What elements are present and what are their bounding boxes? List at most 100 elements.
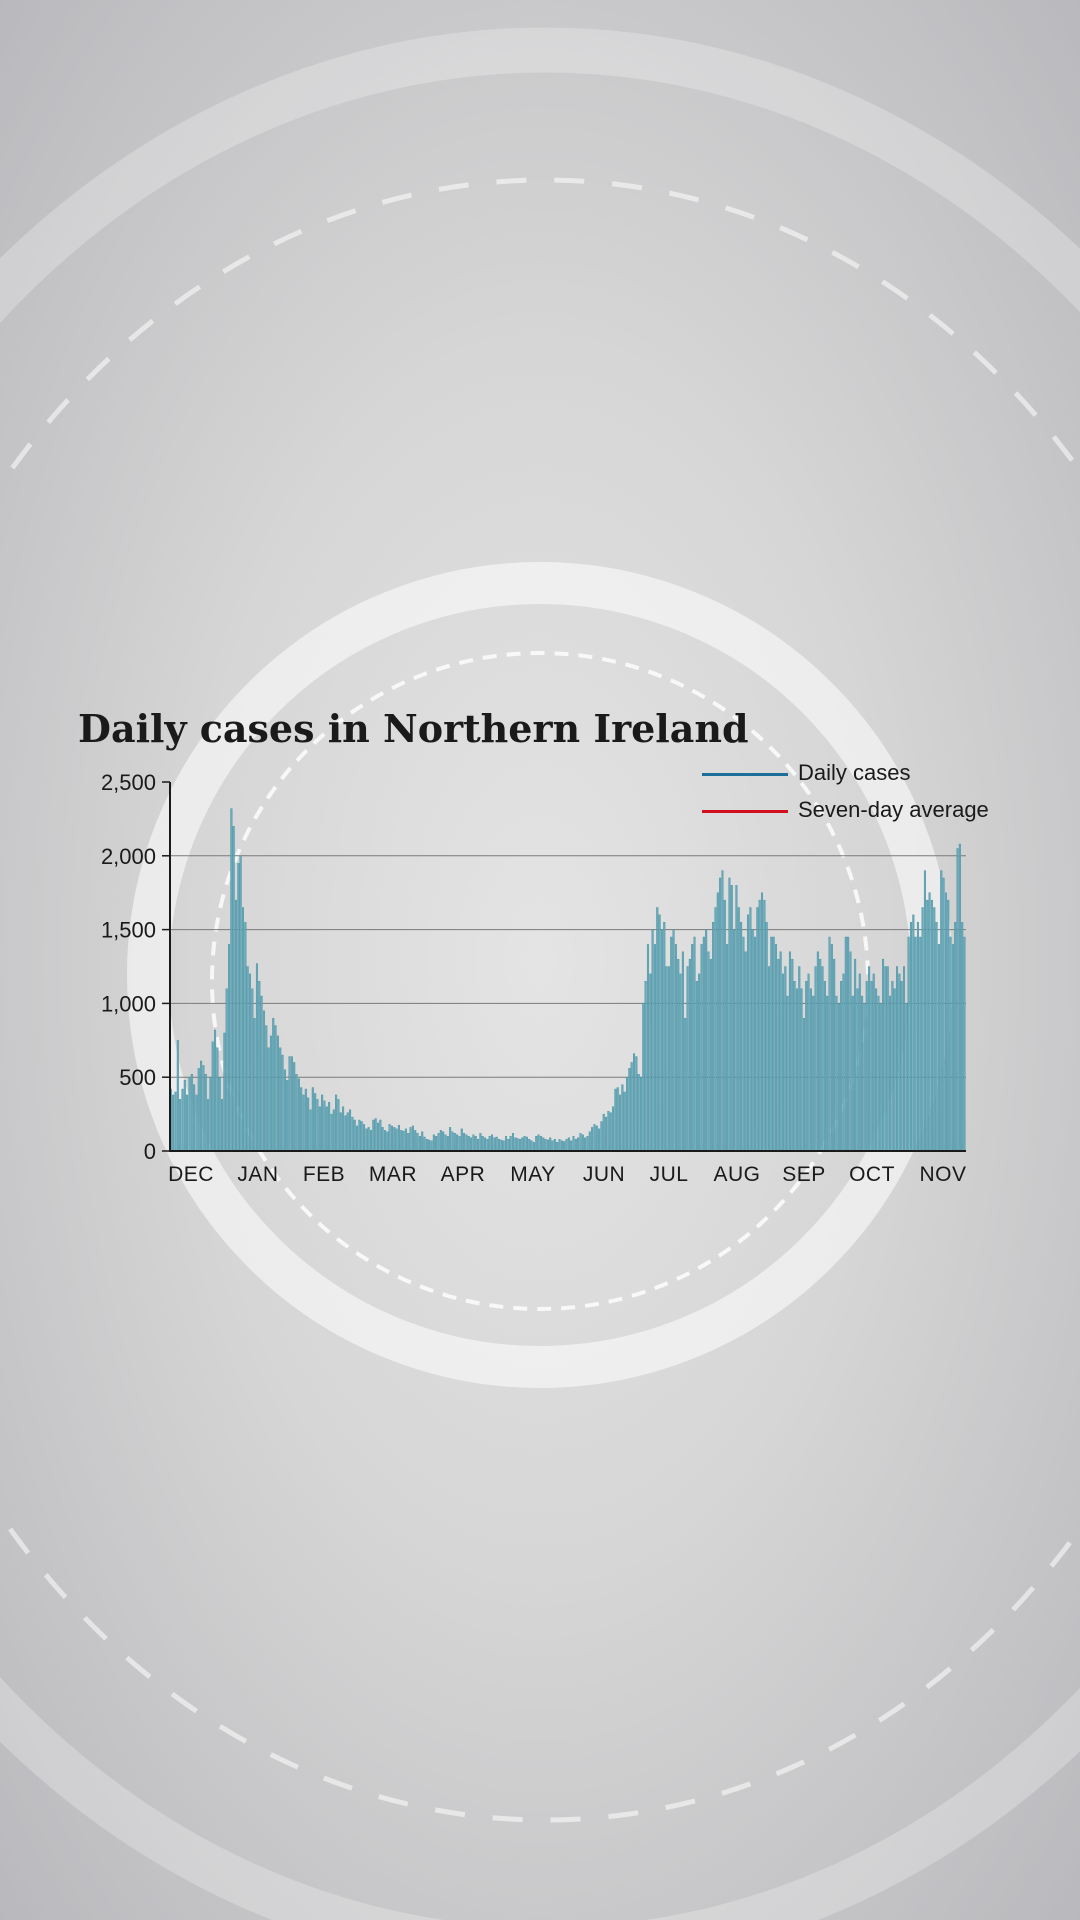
- bar: [779, 951, 782, 1152]
- bar: [481, 1136, 484, 1152]
- bar: [628, 1068, 631, 1152]
- bar: [919, 936, 922, 1152]
- bar: [311, 1087, 314, 1152]
- bar: [607, 1110, 610, 1152]
- bar: [421, 1131, 424, 1152]
- bar: [528, 1139, 531, 1152]
- bar: [514, 1137, 517, 1152]
- bar: [593, 1124, 596, 1152]
- bar: [221, 1099, 224, 1152]
- bar: [174, 1091, 177, 1152]
- bar: [646, 944, 649, 1152]
- bar: [553, 1139, 556, 1152]
- bar: [323, 1100, 326, 1152]
- bar: [896, 966, 899, 1152]
- bar: [428, 1139, 431, 1152]
- bar: [584, 1137, 587, 1152]
- bar: [239, 855, 242, 1152]
- bar: [691, 944, 694, 1152]
- bar: [663, 922, 666, 1152]
- bar: [365, 1128, 368, 1152]
- bar: [944, 892, 947, 1152]
- bar: [546, 1139, 549, 1152]
- bar: [237, 863, 240, 1152]
- bar: [295, 1074, 298, 1152]
- bar: [367, 1127, 370, 1152]
- y-tick-label: 2,500: [101, 770, 156, 795]
- bar: [784, 966, 787, 1152]
- bar: [258, 981, 261, 1152]
- bar: [761, 892, 764, 1152]
- bar: [449, 1127, 452, 1152]
- bar: [386, 1131, 389, 1152]
- bar: [667, 966, 670, 1152]
- y-tick-label: 1,500: [101, 918, 156, 943]
- bar: [898, 973, 901, 1152]
- bar: [770, 936, 773, 1152]
- bar: [188, 1077, 191, 1152]
- bar: [816, 951, 819, 1152]
- bar: [339, 1112, 342, 1152]
- bar: [397, 1124, 400, 1152]
- bar: [388, 1124, 391, 1152]
- bar: [342, 1106, 345, 1152]
- bar: [393, 1127, 396, 1152]
- axes: [162, 781, 966, 1152]
- bar: [695, 981, 698, 1152]
- bar: [495, 1136, 498, 1152]
- bar: [751, 929, 754, 1152]
- bar: [814, 966, 817, 1152]
- bar: [949, 936, 952, 1152]
- bar: [214, 1029, 217, 1152]
- bar: [207, 1099, 210, 1152]
- bar: [656, 907, 659, 1152]
- bar: [525, 1136, 528, 1152]
- bar: [602, 1113, 605, 1152]
- bar: [572, 1136, 575, 1152]
- bar: [409, 1127, 412, 1152]
- bar: [777, 958, 780, 1152]
- bar: [558, 1139, 561, 1152]
- bar: [325, 1106, 328, 1152]
- bar: [255, 963, 258, 1152]
- bar: [954, 922, 957, 1152]
- bar: [411, 1125, 414, 1152]
- bar: [833, 958, 836, 1152]
- bar: [800, 988, 803, 1152]
- bar: [549, 1137, 552, 1152]
- bar: [407, 1133, 410, 1152]
- bar: [544, 1139, 547, 1152]
- bar: [316, 1099, 319, 1152]
- bar: [435, 1136, 438, 1152]
- bar: [276, 1035, 279, 1152]
- bar: [279, 1047, 282, 1152]
- bar: [681, 951, 684, 1152]
- bar: [726, 944, 729, 1152]
- bar: [297, 1078, 300, 1152]
- bar: [921, 907, 924, 1152]
- bar: [344, 1115, 347, 1152]
- bar: [321, 1094, 324, 1152]
- bar: [204, 1074, 207, 1152]
- bar: [830, 944, 833, 1152]
- bar: [586, 1136, 589, 1152]
- x-tick-label: FEB: [303, 1163, 345, 1186]
- bar: [933, 907, 936, 1152]
- bar: [351, 1116, 354, 1152]
- bar: [244, 922, 247, 1152]
- bar: [686, 966, 689, 1152]
- legend-swatch-seven-day-average: [702, 810, 788, 813]
- bar: [395, 1128, 398, 1152]
- bar: [670, 936, 673, 1152]
- bar: [875, 988, 878, 1152]
- bar: [865, 981, 868, 1152]
- bar: [926, 899, 929, 1152]
- bar: [195, 1094, 198, 1152]
- legend-label-daily-cases: Daily cases: [798, 760, 911, 785]
- bar-series-daily-cases: [169, 808, 966, 1152]
- bar: [463, 1133, 466, 1152]
- bar: [453, 1133, 456, 1152]
- bar: [369, 1130, 373, 1152]
- bar: [570, 1140, 573, 1152]
- bar: [302, 1094, 305, 1152]
